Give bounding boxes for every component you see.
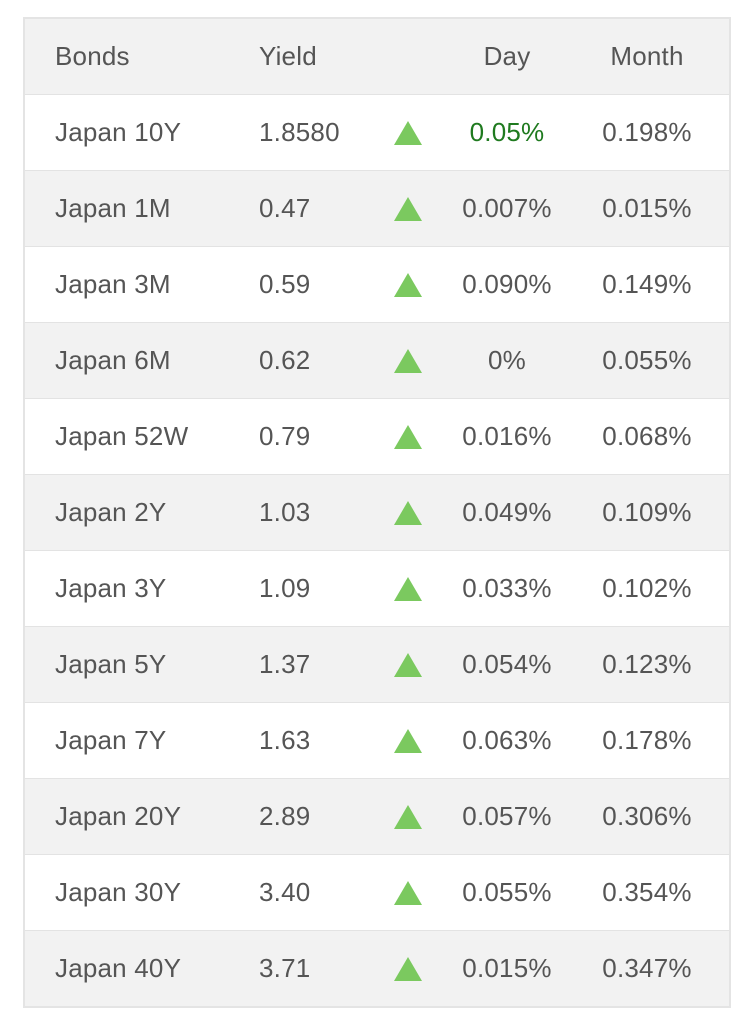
direction-cell <box>379 804 437 829</box>
bond-yield: 0.79 <box>259 421 311 451</box>
bond-month-change: 0.306% <box>602 801 692 831</box>
bond-day-change: 0.007% <box>462 193 552 223</box>
bond-month-change: 0.178% <box>602 725 692 755</box>
bond-yield: 3.40 <box>259 877 311 907</box>
direction-cell <box>379 196 437 221</box>
up-arrow-icon <box>394 576 422 601</box>
up-arrow-icon <box>394 956 422 981</box>
bond-month-change: 0.123% <box>602 649 692 679</box>
bond-month-change: 0.354% <box>602 877 692 907</box>
bond-day-change: 0.057% <box>462 801 552 831</box>
bond-day-change: 0.063% <box>462 725 552 755</box>
bond-month-change: 0.149% <box>602 269 692 299</box>
table-row[interactable]: Japan 6M 0.62 0% 0.055% <box>25 322 729 398</box>
bond-day-change: 0.016% <box>462 421 552 451</box>
bond-yield: 0.47 <box>259 193 311 223</box>
bond-month-change: 0.347% <box>602 953 692 983</box>
bond-day-change: 0.090% <box>462 269 552 299</box>
bond-yield: 0.62 <box>259 345 311 375</box>
bond-day-change: 0.05% <box>469 117 545 147</box>
up-arrow-icon <box>394 424 422 449</box>
up-arrow-icon <box>394 652 422 677</box>
table-body: Japan 10Y 1.8580 0.05% 0.198% Japan 1M 0.47 0.… <box>25 94 729 1006</box>
table-row[interactable]: Japan 5Y 1.37 0.054% 0.123% <box>25 626 729 702</box>
table-row[interactable]: Japan 30Y 3.40 0.055% 0.354% <box>25 854 729 930</box>
bond-name[interactable]: Japan 1M <box>55 193 171 223</box>
up-arrow-icon <box>394 120 422 145</box>
bond-name[interactable]: Japan 52W <box>55 421 189 451</box>
up-arrow-icon <box>394 196 422 221</box>
bond-name[interactable]: Japan 40Y <box>55 953 182 983</box>
bond-name[interactable]: Japan 30Y <box>55 877 182 907</box>
bond-day-change: 0.015% <box>462 953 552 983</box>
bond-day-change: 0.033% <box>462 573 552 603</box>
bond-name[interactable]: Japan 5Y <box>55 649 167 679</box>
bond-month-change: 0.055% <box>602 345 692 375</box>
bond-name[interactable]: Japan 2Y <box>55 497 167 527</box>
table-row[interactable]: Japan 2Y 1.03 0.049% 0.109% <box>25 474 729 550</box>
table-row[interactable]: Japan 3M 0.59 0.090% 0.149% <box>25 246 729 322</box>
bond-yield: 1.09 <box>259 573 311 603</box>
up-arrow-icon <box>394 804 422 829</box>
bond-day-change: 0.049% <box>462 497 552 527</box>
direction-cell <box>379 500 437 525</box>
up-arrow-icon <box>394 272 422 297</box>
bond-yield: 1.63 <box>259 725 311 755</box>
table-row[interactable]: Japan 20Y 2.89 0.057% 0.306% <box>25 778 729 854</box>
table-row[interactable]: Japan 7Y 1.63 0.063% 0.178% <box>25 702 729 778</box>
bond-name[interactable]: Japan 20Y <box>55 801 182 831</box>
bond-month-change: 0.198% <box>602 117 692 147</box>
direction-cell <box>379 880 437 905</box>
table-row[interactable]: Japan 52W 0.79 0.016% 0.068% <box>25 398 729 474</box>
direction-cell <box>379 576 437 601</box>
bond-month-change: 0.109% <box>602 497 692 527</box>
up-arrow-icon <box>394 500 422 525</box>
bond-yield: 3.71 <box>259 953 311 983</box>
up-arrow-icon <box>394 728 422 753</box>
header-day[interactable]: Day <box>483 41 531 71</box>
table-header-row: Bonds Yield Day Month <box>25 19 729 94</box>
bond-day-change: 0.055% <box>462 877 552 907</box>
up-arrow-icon <box>394 880 422 905</box>
direction-cell <box>379 272 437 297</box>
bond-yield: 1.03 <box>259 497 311 527</box>
bond-yield: 2.89 <box>259 801 311 831</box>
bond-yield: 1.37 <box>259 649 311 679</box>
bond-day-change: 0% <box>488 345 526 375</box>
header-month[interactable]: Month <box>610 41 684 71</box>
bonds-table: Bonds Yield Day Month Japan 10Y 1.8580 0.0… <box>23 17 731 1008</box>
bond-name[interactable]: Japan 7Y <box>55 725 167 755</box>
bond-yield: 1.8580 <box>259 117 340 147</box>
header-bonds[interactable]: Bonds <box>55 41 130 71</box>
bond-yield: 0.59 <box>259 269 311 299</box>
direction-cell <box>379 652 437 677</box>
direction-cell <box>379 120 437 145</box>
direction-cell <box>379 348 437 373</box>
bond-name[interactable]: Japan 6M <box>55 345 171 375</box>
bond-name[interactable]: Japan 10Y <box>55 117 182 147</box>
bond-month-change: 0.068% <box>602 421 692 451</box>
bond-name[interactable]: Japan 3Y <box>55 573 167 603</box>
direction-cell <box>379 956 437 981</box>
bond-day-change: 0.054% <box>462 649 552 679</box>
header-yield[interactable]: Yield <box>259 41 317 71</box>
bond-month-change: 0.102% <box>602 573 692 603</box>
direction-cell <box>379 728 437 753</box>
direction-cell <box>379 424 437 449</box>
table-row[interactable]: Japan 3Y 1.09 0.033% 0.102% <box>25 550 729 626</box>
table-row[interactable]: Japan 1M 0.47 0.007% 0.015% <box>25 170 729 246</box>
table-row[interactable]: Japan 10Y 1.8580 0.05% 0.198% <box>25 94 729 170</box>
table-row[interactable]: Japan 40Y 3.71 0.015% 0.347% <box>25 930 729 1006</box>
up-arrow-icon <box>394 348 422 373</box>
bond-name[interactable]: Japan 3M <box>55 269 171 299</box>
bond-month-change: 0.015% <box>602 193 692 223</box>
